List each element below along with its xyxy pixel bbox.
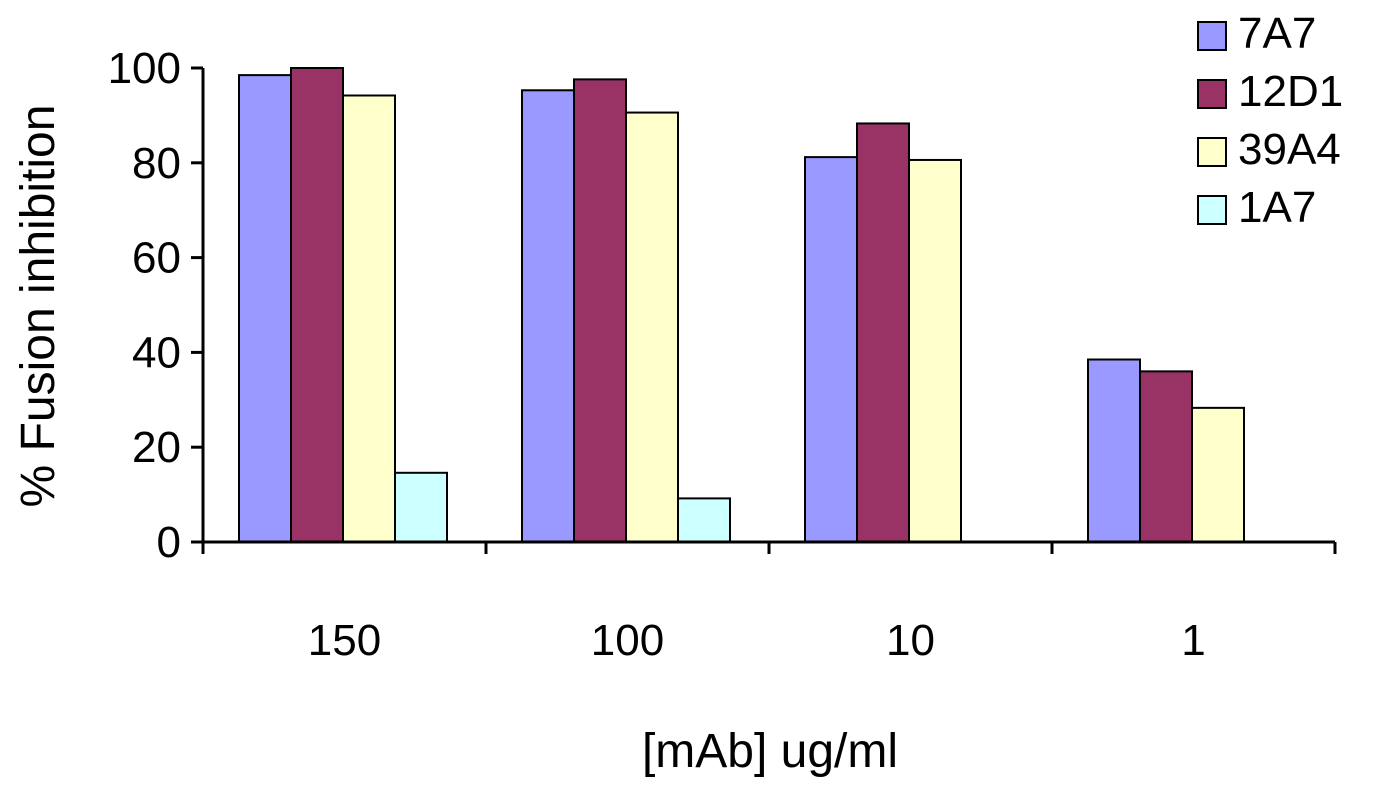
bar-12D1-150 bbox=[290, 67, 344, 543]
legend-swatch-39A4 bbox=[1197, 137, 1227, 167]
bar-39A4-10 bbox=[908, 158, 962, 543]
bar-7A7-150 bbox=[238, 74, 292, 544]
bar-1A7-100 bbox=[677, 497, 731, 543]
legend-label-1A7: 1A7 bbox=[1238, 183, 1316, 232]
x-tick-label-1: 1 bbox=[1181, 616, 1205, 665]
x-tick-label-10: 10 bbox=[886, 616, 935, 665]
y-tick-label-80: 80 bbox=[132, 139, 181, 188]
legend-label-7A7: 7A7 bbox=[1238, 9, 1316, 58]
y-tick-label-0: 0 bbox=[157, 518, 181, 567]
y-tick-label-60: 60 bbox=[132, 234, 181, 283]
legend-swatch-7A7 bbox=[1197, 21, 1227, 51]
bar-7A7-100 bbox=[521, 89, 575, 543]
bar-7A7-10 bbox=[804, 156, 858, 543]
bar-39A4-150 bbox=[342, 94, 396, 543]
bars-layer bbox=[238, 67, 1245, 544]
bar-7A7-1 bbox=[1087, 358, 1141, 544]
y-tick-label-100: 100 bbox=[108, 44, 181, 93]
y-axis-title: % Fusion inhibition bbox=[12, 105, 65, 508]
bar-39A4-100 bbox=[625, 111, 679, 543]
bar-12D1-10 bbox=[856, 122, 910, 543]
legend-label-39A4: 39A4 bbox=[1238, 125, 1341, 174]
legend-swatch-1A7 bbox=[1197, 195, 1227, 225]
bar-12D1-100 bbox=[573, 78, 627, 543]
legend: 7A7 12D1 39A4 1A7 bbox=[1197, 9, 1343, 232]
x-axis-title: [mAb] ug/ml bbox=[642, 725, 898, 778]
legend-label-12D1: 12D1 bbox=[1238, 67, 1343, 116]
y-tick-label-40: 40 bbox=[132, 328, 181, 377]
x-tick-label-150: 150 bbox=[308, 616, 381, 665]
tick-labels-layer: 0 20 40 60 80 100 150 100 10 1 bbox=[108, 44, 1206, 665]
y-tick-label-20: 20 bbox=[132, 423, 181, 472]
x-tick-label-100: 100 bbox=[591, 616, 664, 665]
legend-swatch-12D1 bbox=[1197, 79, 1227, 109]
axes-layer bbox=[191, 66, 1337, 554]
bar-1A7-150 bbox=[394, 471, 448, 543]
bar-12D1-1 bbox=[1139, 370, 1193, 543]
bar-39A4-1 bbox=[1191, 406, 1245, 543]
